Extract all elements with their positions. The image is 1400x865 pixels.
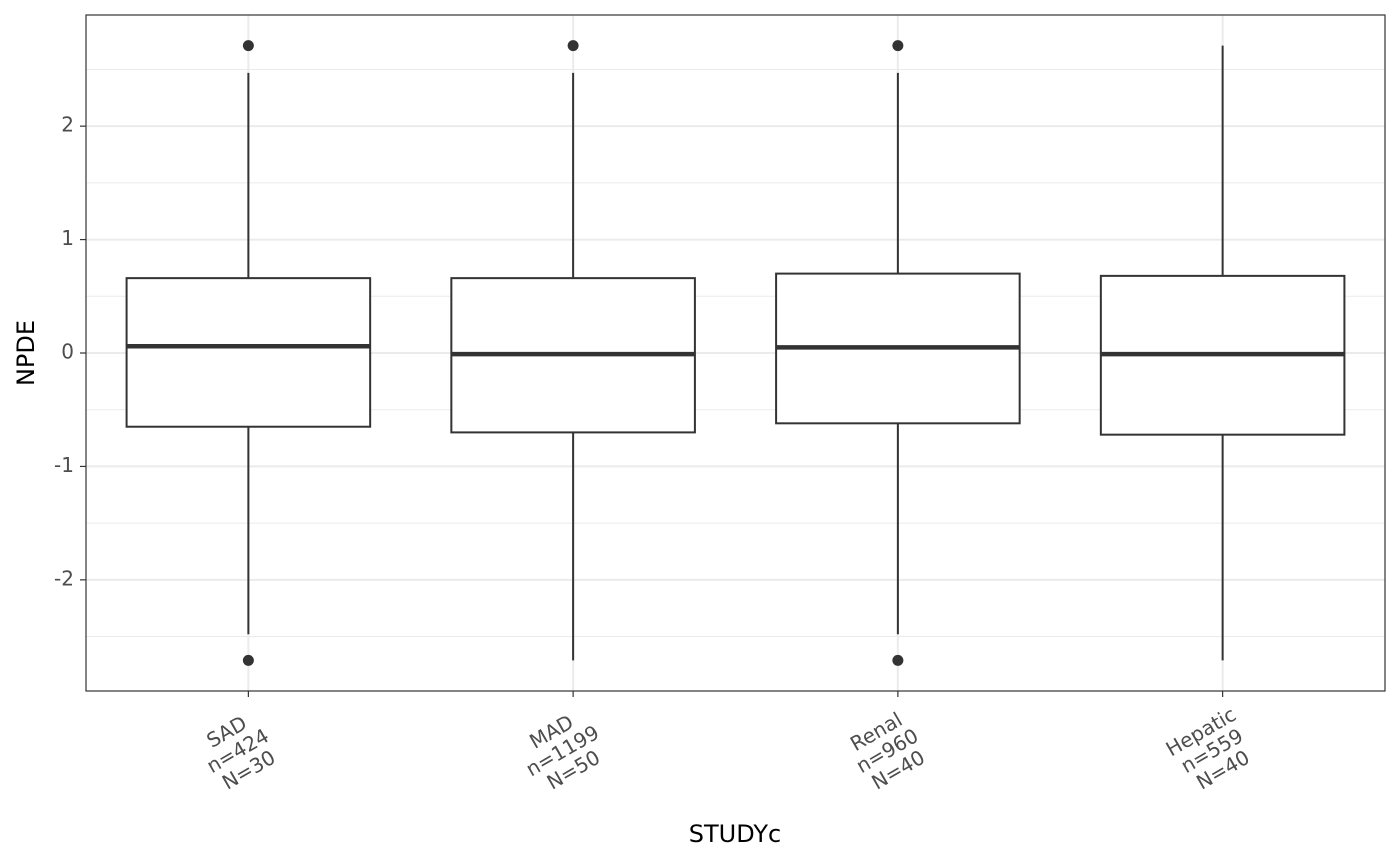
outlier — [892, 654, 904, 666]
y-tick-label: -2 — [54, 566, 74, 590]
y-axis-title: NPDE — [12, 320, 40, 386]
outlier — [567, 40, 579, 52]
outlier — [242, 654, 254, 666]
outlier — [892, 40, 904, 52]
x-axis-title: STUDYc — [689, 820, 781, 848]
outlier — [242, 40, 254, 52]
y-tick-label: -1 — [54, 453, 74, 477]
y-tick-label: 0 — [61, 340, 74, 364]
marks — [125, 40, 1346, 666]
y-tick-label: 1 — [61, 226, 74, 250]
box — [125, 277, 372, 428]
y-tick-label: 2 — [61, 113, 74, 137]
